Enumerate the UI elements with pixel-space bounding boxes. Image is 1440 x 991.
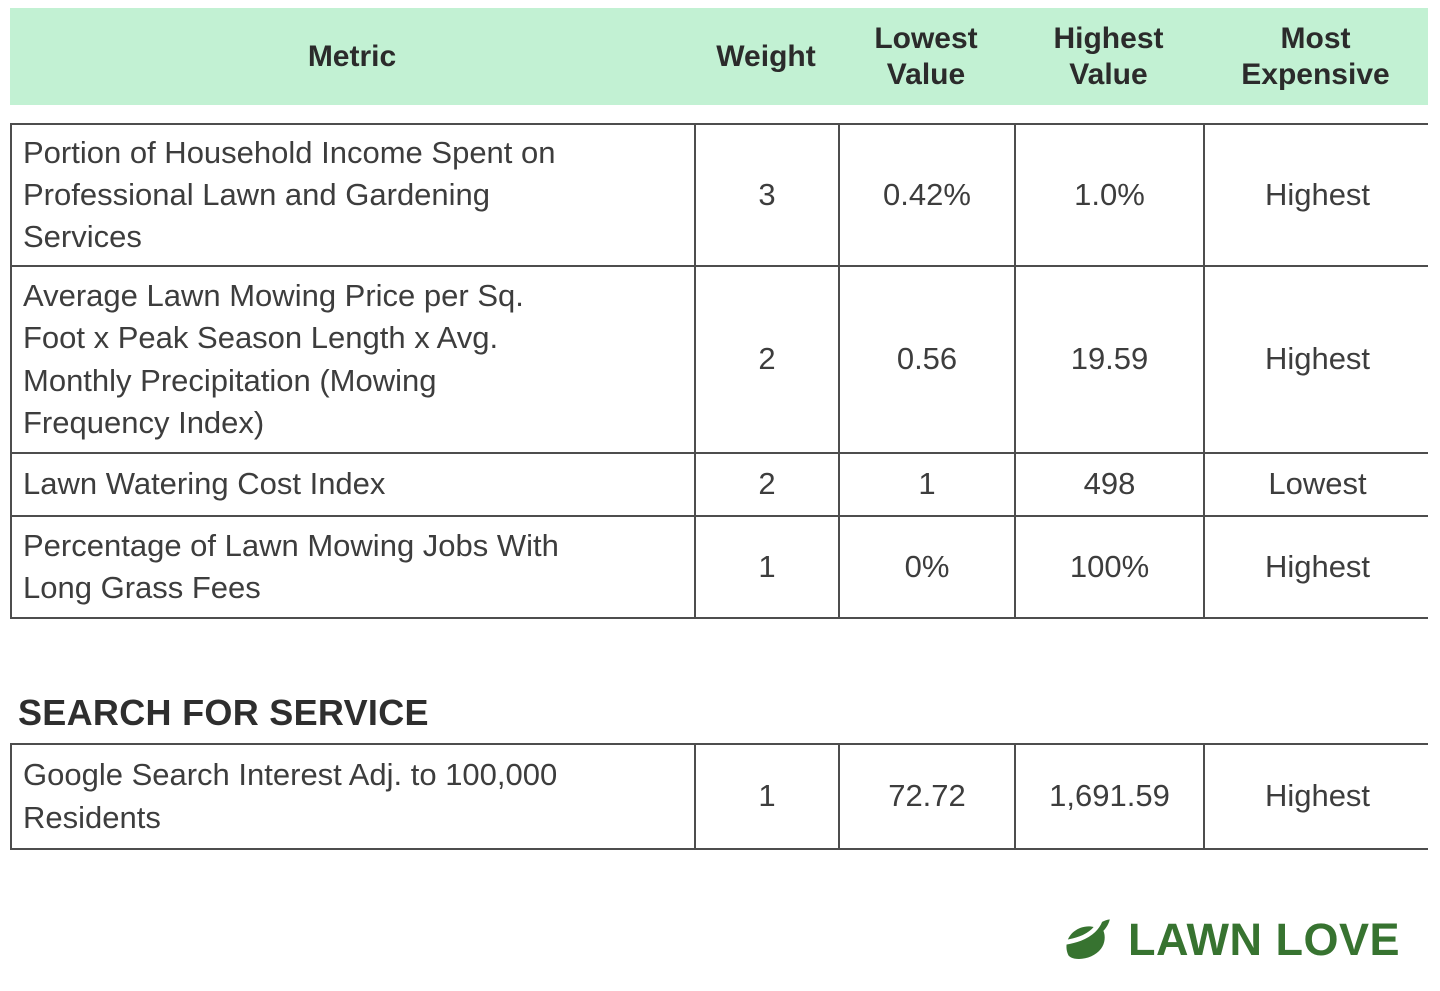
table-header-row: Metric Weight Lowest Value Highest Value… — [10, 8, 1428, 105]
highest-value-cell: 1,691.59 — [1016, 745, 1205, 848]
metric-cell: Portion of Household Income Spent on Pro… — [12, 125, 696, 265]
column-header-weight: Weight — [716, 39, 816, 73]
most-expensive-cell: Highest — [1264, 341, 1371, 377]
column-header-highest-value: Highest Value — [1053, 22, 1164, 91]
table-row: Lawn Watering Cost Index 2 1 498 Lowest — [12, 454, 1428, 517]
leaf-icon — [1064, 919, 1112, 961]
metric-cell: Average Lawn Mowing Price per Sq. Foot x… — [12, 267, 696, 452]
column-header-metric: Metric — [307, 39, 397, 73]
highest-value-cell: 1.0% — [1016, 125, 1205, 265]
column-header-most-expensive: Most Expensive — [1241, 22, 1390, 91]
table-row: Portion of Household Income Spent on Pro… — [12, 125, 1428, 267]
most-expensive-cell: Highest — [1264, 778, 1371, 814]
logo-wordmark: LAWN LOVE — [1128, 914, 1400, 965]
most-expensive-cell: Lowest — [1268, 466, 1367, 502]
weight-cell: 2 — [696, 267, 840, 452]
weight-cell: 1 — [696, 745, 840, 848]
lawn-love-logo: LAWN LOVE — [1064, 914, 1400, 966]
table-row: Percentage of Lawn Mowing Jobs With Long… — [12, 517, 1428, 619]
weight-cell: 3 — [696, 125, 840, 265]
lowest-value-cell: 1 — [840, 454, 1016, 515]
highest-value-cell: 100% — [1016, 517, 1205, 617]
section-title-search-for-service: SEARCH FOR SERVICE — [18, 692, 429, 733]
weight-cell: 2 — [696, 454, 840, 515]
most-expensive-cell: Highest — [1264, 548, 1371, 584]
lowest-value-cell: 0% — [840, 517, 1016, 617]
most-expensive-cell: Highest — [1264, 176, 1371, 212]
highest-value-cell: 498 — [1016, 454, 1205, 515]
lowest-value-cell: 72.72 — [840, 745, 1016, 848]
highest-value-cell: 19.59 — [1016, 267, 1205, 452]
weight-cell: 1 — [696, 517, 840, 617]
table-row: Average Lawn Mowing Price per Sq. Foot x… — [12, 267, 1428, 454]
lowest-value-cell: 0.56 — [840, 267, 1016, 452]
metrics-table: Portion of Household Income Spent on Pro… — [10, 123, 1428, 619]
metric-cell: Google Search Interest Adj. to 100,000 R… — [12, 745, 696, 848]
search-service-table: Google Search Interest Adj. to 100,000 R… — [10, 743, 1428, 850]
lowest-value-cell: 0.42% — [840, 125, 1016, 265]
metric-cell: Lawn Watering Cost Index — [12, 454, 696, 515]
column-header-lowest-value: Lowest Value — [874, 22, 978, 91]
table-row: Google Search Interest Adj. to 100,000 R… — [12, 745, 1428, 850]
metric-cell: Percentage of Lawn Mowing Jobs With Long… — [12, 517, 696, 617]
